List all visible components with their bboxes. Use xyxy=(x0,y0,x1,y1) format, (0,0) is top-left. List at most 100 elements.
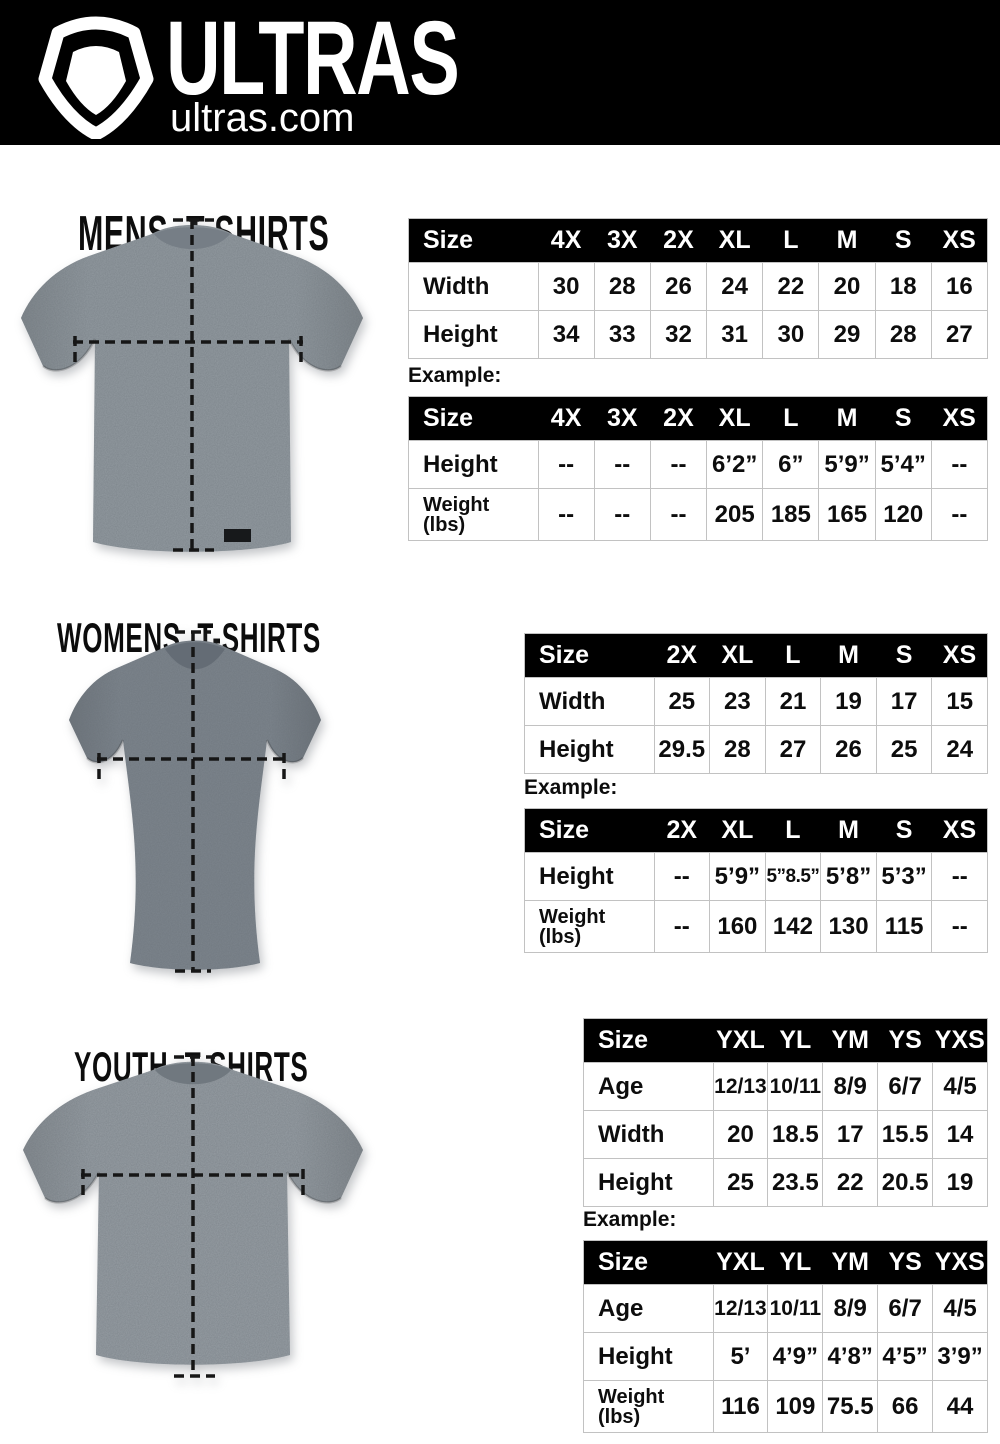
example-label: Example: xyxy=(583,1208,677,1231)
table-cell: 27 xyxy=(930,310,989,359)
table-cell: 23.5 xyxy=(767,1158,824,1207)
table-cell: 6” xyxy=(762,440,820,489)
table-cell: 22 xyxy=(822,1158,879,1207)
row-label: Age xyxy=(583,1062,714,1111)
mens-size-table: Size 4X 3X 2X XL L M S XS Width 30 28 26 24 22 20 18 16 He… xyxy=(408,218,989,359)
header-bar: ULTRAS ultras.com xyxy=(0,0,1000,145)
table-header-cell: L xyxy=(762,396,819,441)
brand-tag xyxy=(224,529,251,542)
womens-example-table: Size 2X XL L M S XS Height -- 5’9” 5”8.5” 5’8” 5’3” -… xyxy=(524,808,988,953)
mens-tshirt-image xyxy=(21,218,363,552)
table-cell: 12/13 xyxy=(712,1284,769,1333)
table-cell: 10/11 xyxy=(767,1284,824,1333)
table-cell: 26 xyxy=(649,262,708,311)
measurement-lines xyxy=(73,218,303,552)
table-header-cell: XL xyxy=(709,633,766,678)
table-header-cell: S xyxy=(875,218,932,263)
table-cell: 29 xyxy=(818,310,876,359)
table-header-cell: YXL xyxy=(713,1240,768,1285)
table-cell: 18.5 xyxy=(767,1110,824,1159)
table-header-cell: XL xyxy=(706,396,763,441)
table-header-cell: L xyxy=(765,808,821,853)
table-header-cell: M xyxy=(818,396,876,441)
youth-size-table: Size YXL YL YM YS YXS Age 12/13 10/11 8/9 6/7 4/5 Wi… xyxy=(583,1018,988,1207)
table-cell: -- xyxy=(653,852,711,901)
measurement-lines xyxy=(81,1055,305,1378)
row-label: Height xyxy=(408,440,539,489)
pentagon-shield-icon xyxy=(38,16,154,139)
row-label: Weight (lbs) xyxy=(408,488,539,541)
table-cell: 5’9” xyxy=(818,440,876,489)
table-cell: 28 xyxy=(709,725,766,774)
table-cell: 115 xyxy=(875,900,933,953)
table-header-cell: YM xyxy=(822,1018,878,1063)
table-cell: -- xyxy=(930,440,989,489)
row-label: Weight (lbs) xyxy=(524,900,655,953)
table-cell: 20.5 xyxy=(877,1158,934,1207)
youth-tshirt-image xyxy=(23,1055,363,1378)
collar xyxy=(165,642,225,670)
table-cell: 29.5 xyxy=(653,725,711,774)
table-header-cell: Size xyxy=(524,808,654,853)
table-cell: 25 xyxy=(875,725,933,774)
table-cell: -- xyxy=(593,440,651,489)
row-label: Width xyxy=(524,677,655,726)
table-cell: 4’5” xyxy=(877,1332,934,1381)
table-cell: 19 xyxy=(932,1158,988,1207)
table-cell: 25 xyxy=(653,677,711,726)
table-cell: 4’9” xyxy=(767,1332,824,1381)
table-cell: 205 xyxy=(706,488,764,541)
table-cell: 25 xyxy=(712,1158,769,1207)
example-label: Example: xyxy=(524,776,618,799)
table-cell: 20 xyxy=(712,1110,769,1159)
row-label: Weight (lbs) xyxy=(583,1380,714,1433)
table-header-cell: 2X xyxy=(654,808,710,853)
table-header-cell: XS xyxy=(931,808,988,853)
table-header-cell: XL xyxy=(709,808,766,853)
table-header-cell: S xyxy=(876,633,932,678)
table-header-cell: L xyxy=(762,218,819,263)
table-cell: 6/7 xyxy=(877,1062,934,1111)
table-cell: 15.5 xyxy=(877,1110,934,1159)
table-header-cell: 2X xyxy=(654,633,710,678)
table-cell: 20 xyxy=(818,262,876,311)
table-header-cell: YXS xyxy=(932,1018,988,1063)
table-cell: 75.5 xyxy=(822,1380,879,1433)
table-cell: 24 xyxy=(706,262,764,311)
table-header-cell: XS xyxy=(931,396,988,441)
table-cell: 17 xyxy=(822,1110,879,1159)
table-header-cell: M xyxy=(818,218,876,263)
table-cell: 4’8” xyxy=(822,1332,879,1381)
row-label: Height xyxy=(524,725,655,774)
table-cell: 32 xyxy=(649,310,708,359)
row-label: Age xyxy=(583,1284,714,1333)
table-header-cell: 3X xyxy=(594,396,651,441)
table-cell: 5”8.5” xyxy=(764,852,822,901)
table-cell: 28 xyxy=(593,262,651,311)
table-cell: 14 xyxy=(932,1110,988,1159)
table-cell: 30 xyxy=(537,262,595,311)
table-cell: 8/9 xyxy=(822,1062,879,1111)
table-header-cell: XS xyxy=(931,218,988,263)
table-cell: 34 xyxy=(537,310,595,359)
table-cell: 165 xyxy=(818,488,876,541)
table-header-cell: Size xyxy=(583,1240,713,1285)
table-header-cell: S xyxy=(875,396,932,441)
table-cell: 23 xyxy=(709,677,766,726)
table-cell: -- xyxy=(537,440,595,489)
table-header-cell: 2X xyxy=(650,218,707,263)
table-header-cell: L xyxy=(765,633,821,678)
table-header-cell: Size xyxy=(583,1018,713,1063)
table-cell: 5’ xyxy=(712,1332,769,1381)
table-header-cell: XL xyxy=(706,218,763,263)
table-cell: -- xyxy=(537,488,595,541)
table-header-cell: S xyxy=(876,808,932,853)
table-header-cell: M xyxy=(820,633,877,678)
youth-example-table: Size YXL YL YM YS YXS Age 12/13 10/11 8/9 6/7 4/5 He… xyxy=(583,1240,988,1433)
table-cell: 5’4” xyxy=(874,440,932,489)
table-header-cell: XS xyxy=(931,633,988,678)
table-header-cell: YS xyxy=(877,1240,933,1285)
table-header-cell: YL xyxy=(767,1018,823,1063)
table-header-cell: YXS xyxy=(932,1240,988,1285)
table-cell: 26 xyxy=(820,725,877,774)
